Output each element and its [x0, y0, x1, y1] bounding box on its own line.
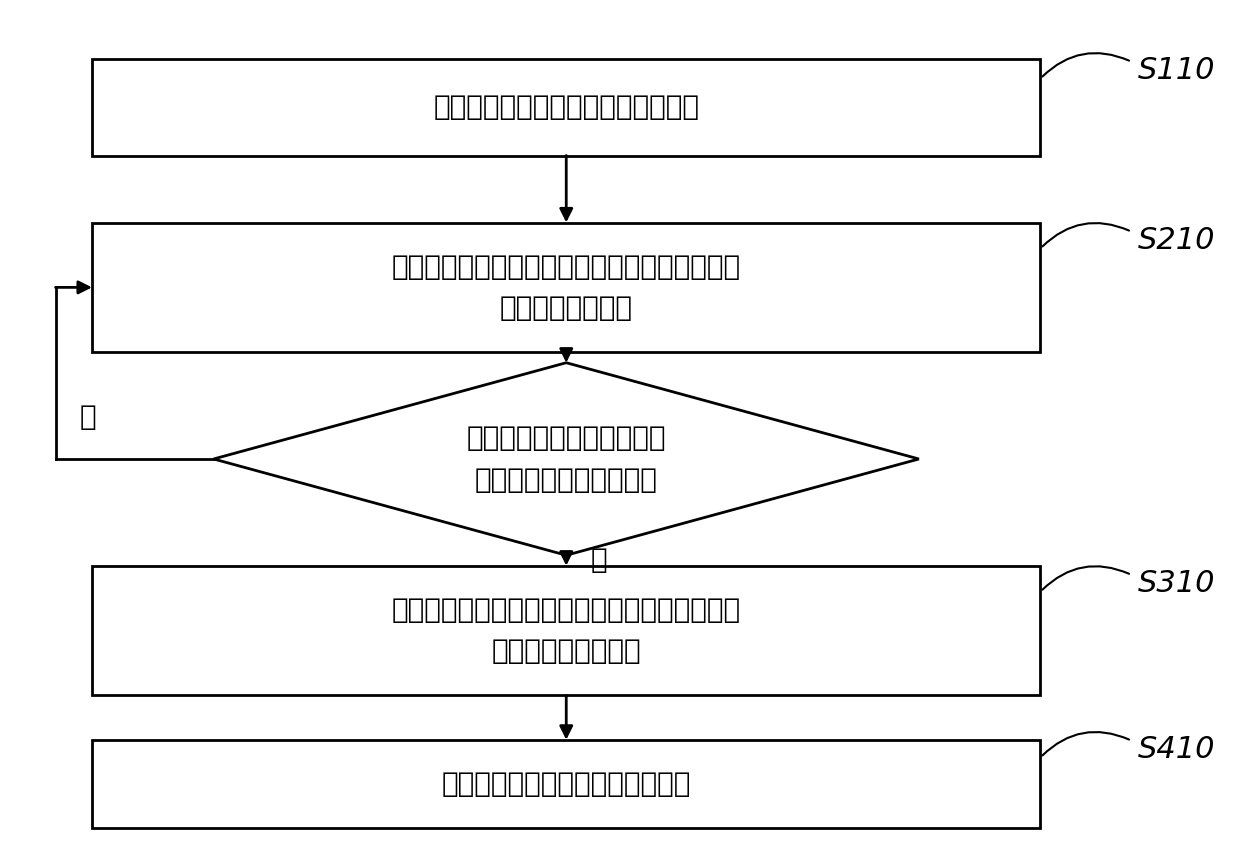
Text: S110: S110 — [1138, 55, 1215, 84]
Text: S410: S410 — [1138, 734, 1215, 763]
Text: 根据比对结果，通过多个机器人的拓扑结构，遍
历区域内所有机器人: 根据比对结果，通过多个机器人的拓扑结构，遍 历区域内所有机器人 — [392, 596, 740, 665]
Text: 将获取到的环境数据信息与机器人历史位置环境
信息进行比对判定: 将获取到的环境数据信息与机器人历史位置环境 信息进行比对判定 — [392, 253, 740, 322]
Text: 完成多个机器人协同环境信息融合: 完成多个机器人协同环境信息融合 — [441, 770, 691, 797]
Text: 否: 否 — [79, 403, 97, 431]
FancyBboxPatch shape — [92, 566, 1040, 695]
Text: 是: 是 — [590, 546, 608, 574]
FancyBboxPatch shape — [92, 60, 1040, 156]
Text: S310: S310 — [1138, 568, 1215, 597]
Text: S210: S210 — [1138, 226, 1215, 254]
Text: 新的位置环境信息是否出现
在其历史位置环境信息中: 新的位置环境信息是否出现 在其历史位置环境信息中 — [466, 425, 666, 494]
Polygon shape — [213, 363, 919, 555]
FancyBboxPatch shape — [92, 222, 1040, 352]
Text: 获取机器人所在位置的环境数据信息: 获取机器人所在位置的环境数据信息 — [433, 94, 699, 122]
FancyBboxPatch shape — [92, 740, 1040, 828]
